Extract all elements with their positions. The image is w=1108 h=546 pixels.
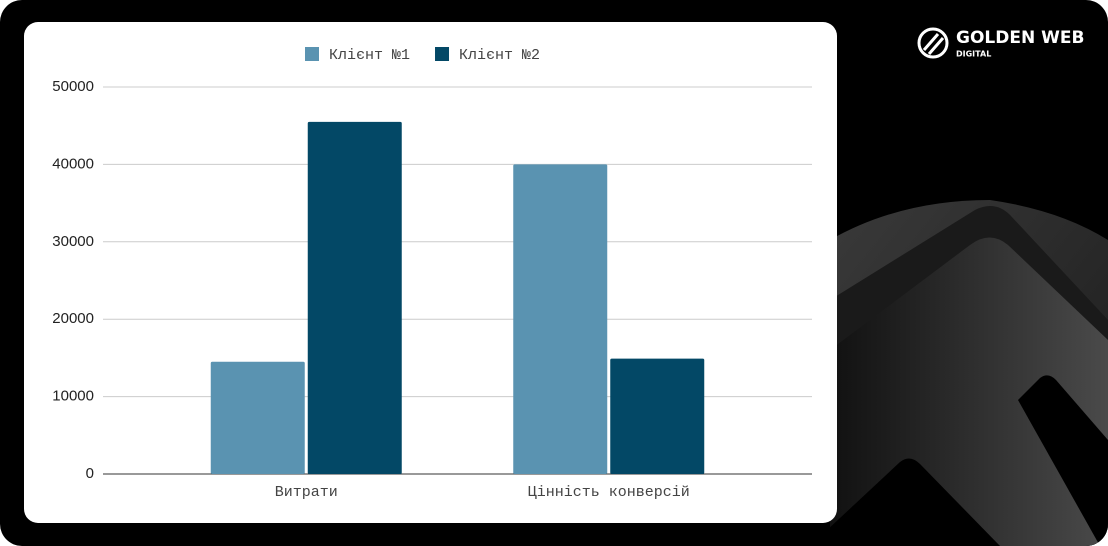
legend-label: Клієнт №2 (459, 47, 540, 64)
y-tick-label: 40000 (52, 155, 94, 172)
legend-swatch (305, 47, 319, 61)
logo-icon (917, 27, 949, 59)
bar (513, 164, 608, 474)
logo-icon (922, 33, 945, 55)
y-tick-label: 0 (86, 465, 94, 482)
x-tick-label: Витрати (275, 484, 338, 501)
logo: GOLDEN WEB DIGITAL (917, 27, 1084, 59)
bar (307, 121, 402, 474)
chart-card (24, 22, 837, 523)
logo-tagline: DIGITAL (956, 50, 991, 59)
deco-shape (1018, 375, 1108, 546)
y-tick-label: 10000 (52, 388, 94, 405)
legend-label: Клієнт №1 (329, 47, 410, 64)
bar (610, 358, 705, 474)
logo-name: GOLDEN WEB (956, 28, 1084, 48)
bar (210, 361, 305, 474)
x-tick-label: Цінність конверсій (528, 484, 690, 501)
deco-shape (810, 458, 1000, 546)
decoration (810, 200, 1108, 546)
y-tick-label: 20000 (52, 310, 94, 327)
y-tick-label: 50000 (52, 78, 94, 95)
y-tick-label: 30000 (52, 233, 94, 250)
legend-swatch (435, 47, 450, 61)
